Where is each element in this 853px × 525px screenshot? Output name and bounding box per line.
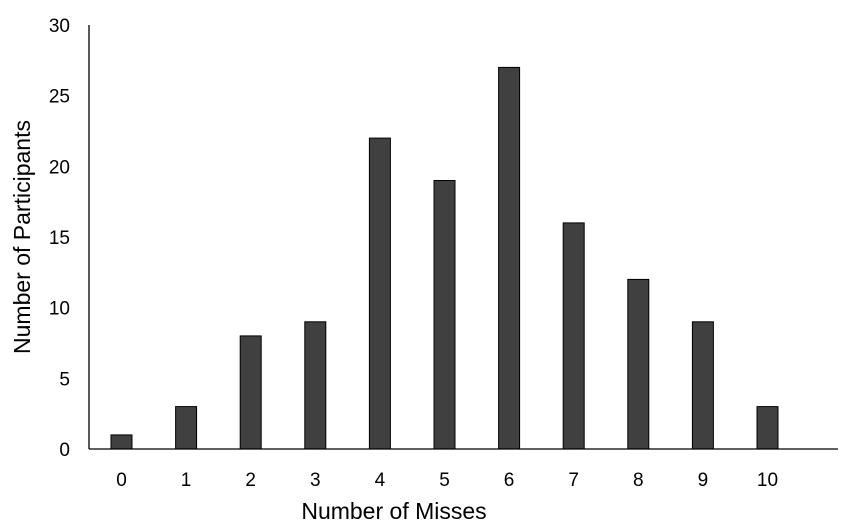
y-tick-label: 30 — [49, 16, 70, 37]
x-tick-label: 4 — [375, 470, 386, 491]
x-tick-label: 5 — [439, 470, 450, 491]
x-tick-label: 3 — [310, 470, 321, 491]
bar-1 — [175, 406, 198, 450]
x-tick-label: 2 — [245, 470, 256, 491]
x-tick-label: 1 — [181, 470, 192, 491]
x-axis-title: Number of Misses — [301, 498, 486, 524]
bar-0 — [110, 434, 133, 450]
y-tick-label: 15 — [49, 228, 70, 249]
bar-5 — [433, 180, 456, 450]
x-tick-label: 0 — [116, 470, 127, 491]
x-tick-label: 8 — [633, 470, 644, 491]
bar-10 — [756, 406, 779, 450]
bar-4 — [368, 137, 391, 450]
x-tick-labels: 0 1 2 3 4 5 6 7 8 9 10 — [116, 470, 778, 491]
x-tick-label: 6 — [504, 470, 515, 491]
bar-7 — [562, 222, 585, 450]
y-tick-label: 0 — [59, 440, 70, 461]
bar-6 — [498, 66, 521, 450]
bar-9 — [691, 321, 714, 450]
y-tick-label: 5 — [59, 369, 70, 390]
bars-group — [110, 66, 779, 450]
x-tick-label: 7 — [568, 470, 579, 491]
y-tick-label: 10 — [49, 299, 70, 320]
y-tick-label: 25 — [49, 87, 70, 108]
bar-2 — [239, 335, 262, 450]
x-tick-label: 10 — [757, 470, 778, 491]
bar-8 — [627, 278, 650, 450]
y-tick-label: 20 — [49, 157, 70, 178]
x-tick-label: 9 — [698, 470, 709, 491]
y-axis-title: Number of Participants — [9, 120, 35, 354]
y-tick-labels: 0 5 10 15 20 25 30 — [49, 16, 70, 461]
bar-3 — [304, 321, 327, 450]
